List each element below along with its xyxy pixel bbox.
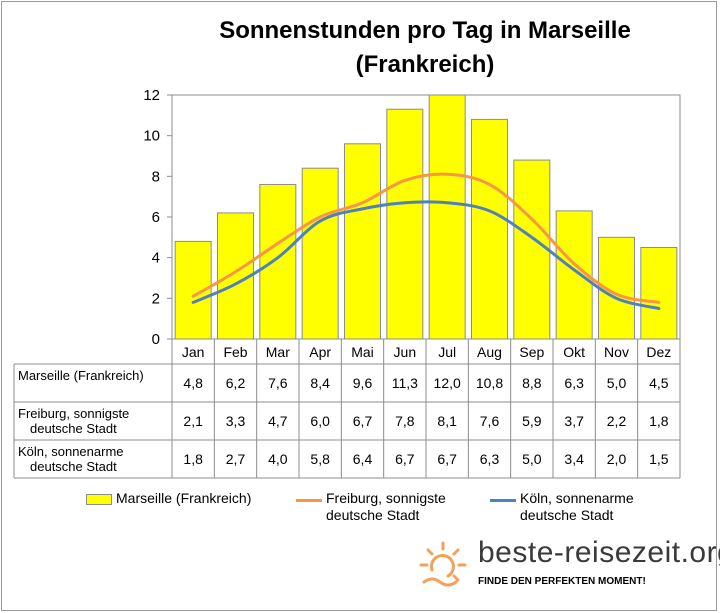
legend: Marseille (Frankreich) Freiburg, sonnigs… bbox=[0, 490, 720, 530]
table-cell: 1,8 bbox=[649, 413, 669, 429]
table-cell: 7,6 bbox=[268, 375, 288, 391]
bars-layer bbox=[174, 94, 678, 340]
table-cell: 8,1 bbox=[437, 413, 457, 429]
table-row-label: Köln, sonnenarme deutsche Stadt bbox=[18, 444, 124, 474]
series-line-freiburg bbox=[191, 172, 661, 304]
table-cell: 2,2 bbox=[607, 413, 627, 429]
legend-item-koeln: Köln, sonnenarme deutsche Stadt bbox=[490, 490, 634, 524]
table-cell: 4,5 bbox=[649, 375, 669, 391]
table-cell: 5,9 bbox=[522, 413, 542, 429]
table-cell: 1,5 bbox=[649, 451, 669, 467]
x-tick-label: Nov bbox=[604, 344, 629, 360]
bar bbox=[259, 183, 297, 340]
table-cell: 5,8 bbox=[310, 451, 330, 467]
legend-swatch-koeln bbox=[490, 499, 516, 502]
bar bbox=[428, 94, 466, 340]
y-tick-label: 4 bbox=[152, 250, 160, 267]
table-cell: 8,8 bbox=[522, 375, 542, 391]
table-cell: 6,7 bbox=[395, 451, 415, 467]
series-line-koeln bbox=[191, 200, 661, 310]
sun-icon bbox=[419, 541, 467, 587]
legend-label-freiburg: Freiburg, sonnigste deutsche Stadt bbox=[326, 490, 446, 523]
brand-name: beste-reisezeit.org bbox=[478, 536, 720, 569]
y-tick-label: 6 bbox=[152, 209, 160, 226]
legend-label-koeln: Köln, sonnenarme deutsche Stadt bbox=[520, 490, 634, 523]
table-row-label-line: Freiburg, sonnigste bbox=[18, 406, 129, 421]
x-tick-label: Jul bbox=[438, 344, 456, 360]
x-tick-label: Aug bbox=[477, 344, 502, 360]
x-tick-label: Okt bbox=[563, 344, 585, 360]
table-cell: 12,0 bbox=[434, 375, 461, 391]
table-cell: 11,3 bbox=[392, 375, 418, 391]
y-tick-label: 8 bbox=[152, 168, 160, 185]
chart-title: Sonnenstunden pro Tag in Marseille (Fran… bbox=[219, 17, 631, 78]
table-cell: 9,6 bbox=[353, 375, 373, 391]
bar bbox=[513, 159, 551, 340]
x-tick-label: Feb bbox=[223, 344, 247, 360]
table-cell: 6,2 bbox=[226, 375, 246, 391]
x-tick-label: Jun bbox=[394, 344, 417, 360]
x-tick-label: Sep bbox=[519, 344, 544, 360]
y-tick-label: 10 bbox=[143, 128, 160, 145]
bar bbox=[471, 118, 508, 340]
x-tick-label: Mai bbox=[351, 344, 374, 360]
legend-swatch-freiburg bbox=[296, 499, 322, 502]
table-cell: 4,8 bbox=[183, 375, 203, 391]
table-cell: 5,0 bbox=[607, 375, 627, 391]
table-row-label: Marseille (Frankreich) bbox=[18, 368, 144, 383]
table-cell: 4,7 bbox=[268, 413, 288, 429]
bar bbox=[386, 108, 424, 340]
table-cell: 3,7 bbox=[564, 413, 584, 429]
brand-tagline: FINDE DEN PERFEKTEN MOMENT! bbox=[478, 576, 646, 587]
table-cell: 6,3 bbox=[564, 375, 584, 391]
x-tick-label: Dez bbox=[646, 344, 671, 360]
table-row-label-line: Köln, sonnenarme bbox=[18, 444, 124, 459]
table-cell: 5,0 bbox=[522, 451, 542, 467]
table-cell: 3,4 bbox=[564, 451, 584, 467]
data-table: Jan Feb Mar Apr Mai Jun Jul Aug Sep Okt Nov Dez Mars… bbox=[13, 339, 681, 479]
table-cell: 2,7 bbox=[226, 451, 246, 467]
bar bbox=[301, 167, 339, 340]
table-cell: 7,8 bbox=[395, 413, 415, 429]
x-tick-label: Jan bbox=[182, 344, 205, 360]
table-row-label-line: deutsche Stadt bbox=[30, 421, 117, 436]
x-tick-label: Apr bbox=[309, 344, 331, 360]
y-tick-label: 2 bbox=[152, 290, 160, 307]
legend-swatch-marseille bbox=[86, 494, 112, 505]
y-tick-label: 12 bbox=[143, 87, 160, 104]
table-cell: 2,1 bbox=[183, 413, 203, 429]
legend-item-freiburg: Freiburg, sonnigste deutsche Stadt bbox=[296, 490, 446, 524]
legend-item-marseille: Marseille (Frankreich) bbox=[86, 490, 251, 507]
bar bbox=[344, 143, 381, 340]
table-row-label-line: deutsche Stadt bbox=[30, 459, 117, 474]
table-row-label: Freiburg, sonnigste deutsche Stadt bbox=[18, 406, 129, 436]
table-cell: 4,0 bbox=[268, 451, 288, 467]
lines-layer bbox=[191, 172, 661, 310]
table-cell: 1,8 bbox=[183, 451, 203, 467]
table-cell: 10,8 bbox=[476, 375, 503, 391]
table-cell: 3,3 bbox=[226, 413, 246, 429]
table-cell: 6,7 bbox=[437, 451, 457, 467]
bar bbox=[640, 247, 678, 340]
table-cell: 7,6 bbox=[480, 413, 500, 429]
table-cell: 2,0 bbox=[607, 451, 627, 467]
table-cell: 6,7 bbox=[353, 413, 373, 429]
table-cell: 6,0 bbox=[310, 413, 330, 429]
x-tick-label: Mar bbox=[266, 344, 290, 360]
y-tick-label: 0 bbox=[152, 331, 160, 348]
table-cell: 8,4 bbox=[310, 375, 330, 391]
legend-label-marseille: Marseille (Frankreich) bbox=[116, 490, 252, 506]
brand-logo: beste-reisezeit.org FINDE DEN PERFEKTEN … bbox=[418, 536, 720, 596]
table-cell: 6,3 bbox=[480, 451, 500, 467]
table-cell: 6,4 bbox=[353, 451, 373, 467]
